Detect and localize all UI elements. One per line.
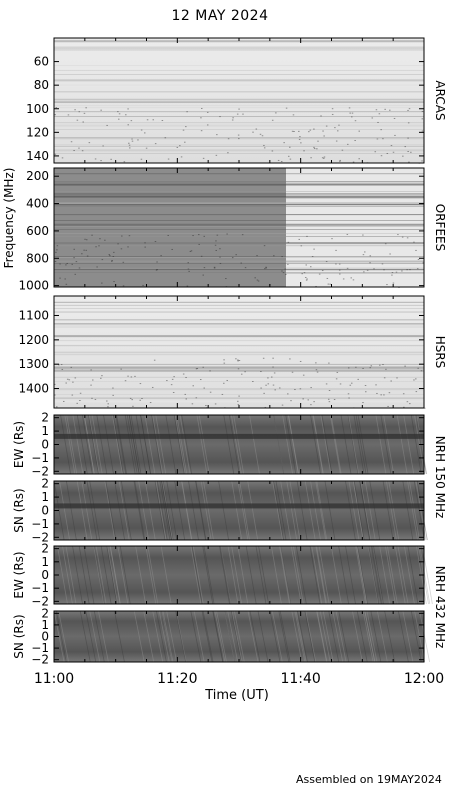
panel-background	[54, 611, 424, 662]
y-tick-label: 2	[41, 606, 49, 620]
y-axis-label: EW (Rs)	[12, 421, 26, 468]
y-tick-label: 60	[34, 55, 49, 69]
orfees-light-half	[286, 168, 424, 287]
y-tick-label: 2	[41, 411, 49, 425]
y-tick-label: 1000	[18, 279, 49, 293]
y-tick-label: −1	[31, 581, 49, 595]
panel-texture	[53, 610, 430, 663]
panel-nrh432ew: 210−1−2EW (Rs) NRH 432 MHz	[12, 542, 447, 649]
x-tick-label: 11:00	[34, 671, 74, 687]
y-axis-label: SN (Rs)	[12, 488, 26, 532]
page-title: 12 MAY 2024	[171, 8, 269, 24]
y-tick-label: 1	[41, 490, 49, 504]
emission-band	[54, 433, 424, 439]
y-tick-label: 0	[41, 568, 49, 582]
x-tick-label: 12:00	[404, 671, 444, 687]
y-tick-label: 1	[41, 424, 49, 438]
y-tick-label: 800	[26, 251, 49, 265]
x-tick-label: 11:20	[157, 671, 197, 687]
panel-nrh150ns: 210−1−2 SN (Rs)	[12, 477, 428, 544]
y-tick-label: 1	[41, 555, 49, 569]
panel-background	[54, 546, 424, 604]
y-tick-label: 1	[41, 618, 49, 632]
emission-band	[54, 503, 424, 509]
panel-background	[54, 38, 424, 163]
y-tick-label: 140	[26, 149, 49, 163]
panel-texture	[53, 480, 428, 541]
panel-texture	[54, 301, 426, 409]
y-tick-label: 2	[41, 477, 49, 491]
y-tick-label: 120	[26, 125, 49, 139]
y-tick-label: 80	[34, 78, 49, 92]
y-tick-label: −2	[31, 653, 49, 667]
y-tick-label: −2	[31, 530, 49, 544]
instrument-label: ORFEES	[433, 204, 447, 251]
y-tick-label: 200	[26, 169, 49, 183]
y-tick-label: 0	[41, 630, 49, 644]
panel-nrh432ns: 210−1−2 SN (Rs)	[12, 606, 430, 667]
panel-hsrs: 1100 1200 1300 1400 HSRS	[18, 295, 447, 409]
x-tick-label: 11:40	[280, 671, 320, 687]
y-tick-label: −1	[31, 517, 49, 531]
panel-texture	[54, 173, 424, 288]
y-axis-label: Frequency (MHz)	[2, 168, 16, 269]
y-tick-label: 1400	[18, 382, 49, 396]
orfees-dark-half	[54, 168, 286, 287]
y-tick-label: 100	[26, 102, 49, 116]
panel-background	[54, 415, 424, 474]
y-tick-label: −1	[31, 451, 49, 465]
y-tick-label: −2	[31, 464, 49, 478]
y-tick-label: −1	[31, 641, 49, 655]
y-tick-label: −2	[31, 594, 49, 608]
instrument-label: HSRS	[433, 336, 447, 369]
panel-background	[54, 481, 424, 540]
y-axis-label: SN (Rs)	[12, 614, 26, 658]
y-axis-label: EW (Rs)	[12, 551, 26, 598]
panel-nrh150ew: 210−1−2EW (Rs) NRH 150 MHz	[12, 411, 447, 519]
assembled-date-label: Assembled on 19MAY2024	[296, 773, 442, 786]
instrument-label: NRH 432 MHz	[433, 566, 447, 649]
y-tick-label: 0	[41, 504, 49, 518]
y-tick-label: 1200	[18, 333, 49, 347]
y-tick-label: 2	[41, 542, 49, 556]
panel-texture	[57, 545, 433, 605]
x-axis-label: Time (UT)	[204, 688, 269, 703]
y-tick-label: 600	[26, 224, 49, 238]
y-tick-label: 1300	[18, 357, 49, 371]
y-tick-label: 1100	[18, 308, 49, 322]
instrument-label: NRH 150 MHz	[433, 436, 447, 519]
y-tick-label: 400	[26, 197, 49, 211]
instrument-label: ARCAS	[433, 80, 447, 120]
y-tick-label: 0	[41, 438, 49, 452]
panel-arcas: 60 80 100 120 140 ARCAS	[26, 37, 447, 164]
